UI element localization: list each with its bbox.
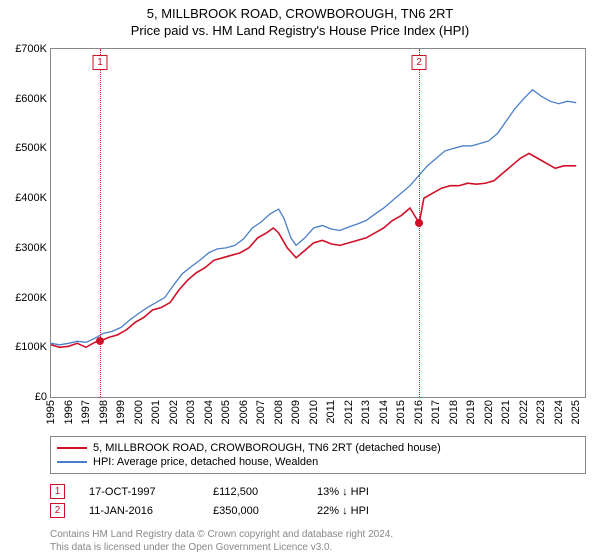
sale-diff-vs-hpi: 13% ↓ HPI: [317, 486, 369, 498]
x-axis-label: 2023: [535, 400, 547, 424]
footer-attribution: Contains HM Land Registry data © Crown c…: [50, 528, 586, 554]
x-axis-label: 2008: [273, 400, 285, 424]
x-axis-label: 2015: [395, 400, 407, 424]
chart-lines-svg: [51, 49, 585, 397]
sale-point-dot: [96, 337, 104, 345]
legend-swatch-price: [57, 447, 87, 449]
y-axis-label: £600K: [15, 93, 47, 105]
x-axis-label: 1999: [115, 400, 127, 424]
y-axis-label: £700K: [15, 43, 47, 55]
sale-price: £112,500: [213, 486, 293, 498]
x-axis-label: 1997: [80, 400, 92, 424]
x-axis-label: 1995: [45, 400, 57, 424]
sale-point-dot: [415, 219, 423, 227]
x-axis-label: 2004: [203, 400, 215, 424]
x-axis-label: 1998: [98, 400, 110, 424]
title-line1: 5, MILLBROOK ROAD, CROWBOROUGH, TN6 2RT: [0, 6, 600, 21]
chart-title-block: 5, MILLBROOK ROAD, CROWBOROUGH, TN6 2RT …: [0, 0, 600, 38]
sale-point-row: 2 11-JAN-2016 £350,000 22% ↓ HPI: [50, 501, 586, 520]
legend-row-price: 5, MILLBROOK ROAD, CROWBOROUGH, TN6 2RT …: [57, 441, 579, 455]
x-axis-label: 2025: [570, 400, 582, 424]
sale-date: 11-JAN-2016: [89, 505, 189, 517]
x-axis-label: 2012: [343, 400, 355, 424]
x-axis-label: 2022: [518, 400, 530, 424]
x-axis-label: 2020: [483, 400, 495, 424]
x-axis-label: 2024: [553, 400, 565, 424]
sale-point-badge: 1: [50, 484, 65, 499]
title-line2: Price paid vs. HM Land Registry's House …: [0, 23, 600, 38]
series-line-price_paid: [51, 153, 576, 347]
y-axis-label: £500K: [15, 142, 47, 154]
y-axis-label: £300K: [15, 242, 47, 254]
x-axis-label: 2005: [220, 400, 232, 424]
sale-point-badge: 2: [50, 503, 65, 518]
legend-box: 5, MILLBROOK ROAD, CROWBOROUGH, TN6 2RT …: [50, 436, 586, 474]
x-axis-label: 2017: [430, 400, 442, 424]
sale-diff-vs-hpi: 22% ↓ HPI: [317, 505, 369, 517]
sale-marker-callout: 2: [412, 55, 427, 70]
sale-point-row: 1 17-OCT-1997 £112,500 13% ↓ HPI: [50, 482, 586, 501]
x-axis-label: 2010: [308, 400, 320, 424]
footer-line1: Contains HM Land Registry data © Crown c…: [50, 528, 586, 541]
legend-row-hpi: HPI: Average price, detached house, Weal…: [57, 455, 579, 469]
price-chart: £0£100K£200K£300K£400K£500K£600K£700K199…: [50, 48, 586, 398]
x-axis-label: 2014: [378, 400, 390, 424]
sale-price: £350,000: [213, 505, 293, 517]
sale-points-table: 1 17-OCT-1997 £112,500 13% ↓ HPI 2 11-JAN-201…: [50, 482, 586, 520]
series-line-hpi: [51, 90, 576, 345]
x-axis-label: 2011: [325, 400, 337, 424]
x-axis-label: 2000: [133, 400, 145, 424]
legend-label-hpi: HPI: Average price, detached house, Weal…: [93, 456, 318, 468]
sale-marker-callout: 1: [93, 55, 108, 70]
x-axis-label: 1996: [63, 400, 75, 424]
x-axis-label: 2003: [185, 400, 197, 424]
y-axis-label: £200K: [15, 292, 47, 304]
footer-line2: This data is licensed under the Open Gov…: [50, 541, 586, 554]
sale-date: 17-OCT-1997: [89, 486, 189, 498]
x-axis-label: 2001: [150, 400, 162, 424]
x-axis-label: 2002: [168, 400, 180, 424]
y-axis-label: £400K: [15, 192, 47, 204]
legend-swatch-hpi: [57, 461, 87, 463]
x-axis-label: 2021: [500, 400, 512, 424]
x-axis-label: 2006: [238, 400, 250, 424]
legend-label-price: 5, MILLBROOK ROAD, CROWBOROUGH, TN6 2RT …: [93, 442, 441, 454]
x-axis-label: 2009: [290, 400, 302, 424]
y-axis-label: £100K: [15, 341, 47, 353]
x-axis-label: 2016: [413, 400, 425, 424]
x-axis-label: 2019: [465, 400, 477, 424]
x-axis-label: 2018: [448, 400, 460, 424]
x-axis-label: 2007: [255, 400, 267, 424]
x-axis-label: 2013: [360, 400, 372, 424]
